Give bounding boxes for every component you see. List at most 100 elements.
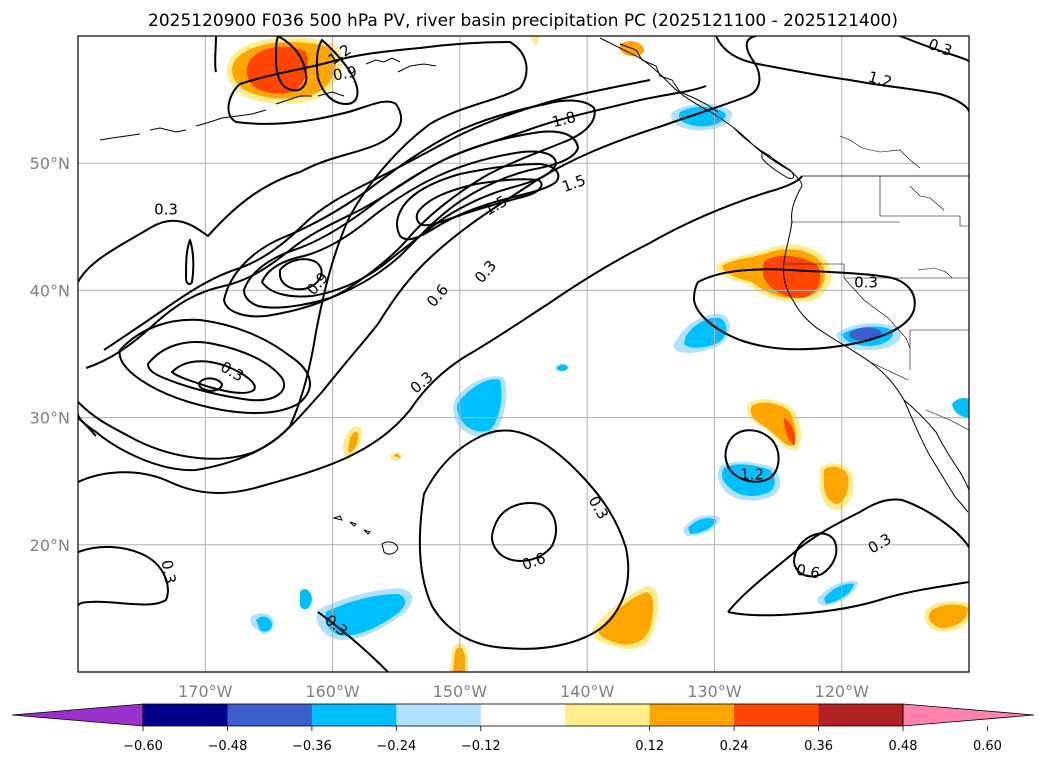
contour-line <box>171 360 256 394</box>
contour-line <box>727 581 969 617</box>
contour-line <box>185 239 195 286</box>
anomaly-negative <box>256 616 272 632</box>
anomaly-positive <box>453 647 465 672</box>
anomaly-negative <box>457 379 502 432</box>
lat-tick-label: 40°N <box>30 281 70 300</box>
lon-tick-label: 140°W <box>560 682 615 701</box>
contour-line <box>118 318 311 415</box>
contour-line <box>315 39 359 105</box>
lon-tick-label: 160°W <box>305 682 360 701</box>
anomaly-negative <box>324 594 406 636</box>
colorbar-segment <box>480 704 566 726</box>
colorbar-tick-label: 0.24 <box>720 739 749 754</box>
contour-line <box>78 545 169 607</box>
anomaly-positive <box>394 453 400 458</box>
colorbar-tick-label: −0.60 <box>123 739 163 754</box>
anomaly-negative <box>556 364 568 371</box>
anomaly-negative <box>300 589 312 610</box>
contour-line <box>78 41 528 472</box>
contour-label: 1.8 <box>550 108 578 132</box>
latitude-tick-labels: 20°N 30°N 40°N 50°N <box>30 154 70 555</box>
anomaly-positive <box>530 36 540 46</box>
contour-label: 1.2 <box>866 68 894 92</box>
chart-title: 2025120900 F036 500 hPa PV, river basin … <box>148 11 898 31</box>
contour-line <box>491 502 557 562</box>
contour-line <box>899 36 969 63</box>
colorbar-tick-label: 0.48 <box>889 739 918 754</box>
contour-label: 1.2 <box>740 466 764 484</box>
contour-line <box>693 268 916 351</box>
anomaly-negative <box>688 518 716 534</box>
anomaly-negative <box>952 398 969 418</box>
contour-line <box>418 429 630 650</box>
lat-tick-label: 30°N <box>30 409 70 428</box>
contour-line <box>724 429 780 483</box>
lat-tick-label: 50°N <box>30 154 70 173</box>
contour-line <box>198 377 223 392</box>
colorbar-segment <box>311 704 397 726</box>
lon-tick-label: 130°W <box>687 682 742 701</box>
contour-line <box>214 36 217 73</box>
contour-line <box>793 532 838 578</box>
colorbar-extend-low <box>11 703 144 727</box>
precip-shading <box>226 36 969 672</box>
longitude-tick-labels: 170°W 160°W 150°W 140°W 130°W 120°W <box>178 682 869 701</box>
colorbar-tick-label: −0.24 <box>376 739 416 754</box>
contour-line <box>317 611 389 672</box>
colorbar-segment <box>565 704 651 726</box>
contour-line <box>275 36 308 92</box>
lon-tick-label: 170°W <box>178 682 233 701</box>
contour-line <box>103 79 651 351</box>
anomaly-negative <box>684 317 727 348</box>
lon-tick-label: 150°W <box>433 682 488 701</box>
contour-line <box>715 36 969 113</box>
contour-line <box>261 150 557 298</box>
anomaly-positive <box>750 402 796 446</box>
anomaly-positive <box>598 592 654 645</box>
colorbar-extend-high <box>902 703 1035 727</box>
contour-label: 0.6 <box>795 561 822 583</box>
anomaly-negative <box>849 327 882 341</box>
anomaly-positive <box>762 255 821 298</box>
anomaly-positive <box>824 466 849 504</box>
contour-line <box>279 258 323 291</box>
contour-line <box>243 130 579 309</box>
coastlines <box>99 37 969 555</box>
anomaly-negative <box>824 583 854 604</box>
colorbar-tick-label: 0.36 <box>804 739 833 754</box>
contour-label: 0.3 <box>854 274 878 292</box>
anomaly-positive <box>784 418 796 446</box>
colorbar-tick-label: −0.36 <box>292 739 332 754</box>
colorbar-outline <box>142 703 904 727</box>
colorbar-segment <box>818 704 904 726</box>
map-area: 1.20.90.30.31.20.31.81.51.50.9 0.60.30.31… <box>78 36 969 672</box>
contour-label: 0.3 <box>158 559 180 586</box>
lon-tick-label: 120°W <box>815 682 870 701</box>
colorbar-segment <box>227 704 313 726</box>
colorbar-tick-label: 0.60 <box>973 739 1002 754</box>
contour-line <box>415 178 543 227</box>
contour-line <box>78 36 761 460</box>
lat-tick-label: 20°N <box>30 536 70 555</box>
anomaly-positive <box>348 431 358 453</box>
colorbar-tick-label: 0.12 <box>635 739 664 754</box>
contour-label: 0.9 <box>332 63 359 85</box>
contour-line <box>78 175 803 494</box>
colorbar-segment <box>649 704 735 726</box>
pv-contours <box>78 36 969 672</box>
colorbar-tick-label: −0.12 <box>461 739 501 754</box>
contour-line <box>147 341 285 402</box>
colorbar-tick-label: −0.48 <box>208 739 248 754</box>
contour-line <box>727 498 969 613</box>
colorbar: −0.60 −0.48 −0.36 −0.24 −0.12 0.12 0.24 0.36 0.4… <box>11 703 1035 754</box>
colorbar-segment <box>734 704 820 726</box>
contour-line <box>223 99 596 318</box>
contour-line <box>78 417 97 437</box>
contour-label: 0.3 <box>154 201 178 219</box>
contour-line <box>85 85 707 369</box>
colorbar-segment <box>396 704 482 726</box>
anomaly-positive <box>928 604 968 628</box>
map-frame <box>77 35 970 673</box>
colorbar-segment <box>143 704 228 726</box>
